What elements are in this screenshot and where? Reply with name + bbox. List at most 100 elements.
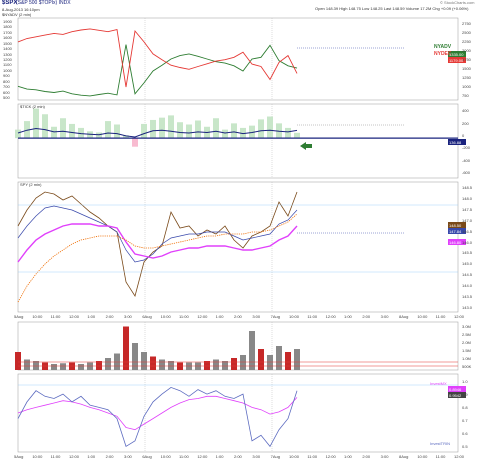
tick-bar [51,126,57,139]
volume-right-tick: 1.0M [462,356,471,361]
x-axis-label-bottom: 10:00 [32,454,43,459]
legend-nyadv: NYADV [434,44,452,50]
x-axis-label-bottom: 11:00 [179,454,189,459]
volume-bar [51,364,57,370]
breadth-left-tick: 1400 [3,46,12,52]
price-last-value-2-box [448,228,466,234]
x-axis-label-bottom: 10:00 [417,454,428,459]
x-axis-label-bottom: 2:00 [362,454,371,459]
price-right-tick: 148.5 [462,185,473,191]
panel-frame-price [17,181,459,313]
x-axis-label-bottom: 3:00 [124,454,132,459]
breadth-left-tick: 700 [3,84,10,90]
x-axis-label: 3:00 [380,314,389,319]
panel-frame-tick [17,103,459,179]
breadth-left-tick: 900 [3,73,10,79]
price-right-tick: 146.5 [462,228,473,234]
tick-right-tick: 400 [462,108,469,114]
x-axis-label: 5Aug [14,314,24,319]
indicator-right-tick: 1.0 [462,378,468,384]
price-right-tick: 145.0 [462,261,473,267]
tick-bar [249,125,255,139]
series-line-nyadv [17,44,298,97]
volume-bar [15,352,21,370]
x-axis-label: 6Aug [142,314,152,319]
volume-bar [132,343,138,370]
volume-bar [249,331,255,370]
breadth-right-tick: 2750 [462,20,471,26]
volume-right-tick: 2.0M [462,340,471,345]
breadth-last-value-adv-box [448,51,466,57]
x-axis-label: 8Aug [399,314,409,319]
tick-bar [213,118,219,139]
indicator-series-investtrin [17,386,298,448]
volume-right-tick: 2.5M [462,332,471,337]
volume-bar [141,352,147,370]
tick-right-tick: 200 [462,120,469,126]
breadth-left-tick: 1800 [3,24,12,30]
x-axis-label: 12:00 [325,314,336,319]
indicator-last-value-1-box [448,386,466,392]
price-panel-label: SPY (2 min) [20,182,42,187]
breadth-subtitle: $NYADV (2 min) [2,12,32,17]
x-axis-label: 3:00 [252,314,261,319]
volume-bar [231,358,237,370]
tick-right-tick: -600 [462,169,471,175]
volume-bar [213,359,219,370]
tick-bar [69,123,75,139]
tick-bar [222,129,228,139]
x-axis-label-bottom: 10:00 [289,454,300,459]
breadth-right-tick: 2500 [462,29,471,35]
volume-bar [222,361,228,370]
x-axis-label: 10:00 [32,314,43,319]
x-axis-label-bottom: 11:00 [50,454,61,459]
x-axis-label-bottom: 8Aug [399,454,409,459]
legend-investtrin: InvestTRIN [430,441,451,446]
tick-panel-label: $TICK (2 min) [20,104,45,109]
x-axis-label-bottom: 12:00 [197,454,208,459]
tick-bar [132,138,138,147]
breadth-left-tick: 800 [3,78,10,84]
volume-bar [240,355,246,370]
price-last-value-2: 147.84 [449,229,462,234]
x-axis-label-bottom: 11:00 [435,454,446,459]
x-axis-label-bottom: 1:00 [344,454,352,459]
breadth-left-tick: 1600 [3,35,12,41]
x-axis-label: 2:00 [105,314,114,319]
tick-last-value: 136.88 [449,140,462,145]
volume-bar [168,361,174,370]
breadth-left-tick: 1200 [3,57,12,62]
tick-right-tick: -200 [462,145,471,151]
series-line-nydec [17,28,298,88]
breadth-last-value-dec-box [448,57,466,63]
volume-bar [105,358,111,370]
x-axis-label: 11:00 [50,314,61,319]
volume-right-tick: 1.5M [462,348,471,353]
tick-bar [33,108,39,139]
legend-investmx: InvestMX [430,381,447,386]
price-last-value-1-box [448,222,466,228]
volume-bar [33,361,39,370]
x-axis-label-bottom: 3:00 [252,454,261,459]
volume-bar [96,361,102,370]
tick-bar [276,123,282,139]
volume-bar [267,355,273,370]
chart-header: $SPX (S&P 500 $TOPIx) INDX 8-Aug-2013 16… [0,0,480,22]
tick-bar [96,132,102,139]
volume-bar [24,359,30,370]
tick-bar [285,127,291,139]
volume-bar [159,359,165,370]
x-axis-label-bottom: 3:00 [380,454,389,459]
tick-bar [141,123,147,139]
breadth-left-tick: 500 [3,95,10,101]
tick-bar [60,118,66,139]
breadth-right-tick: 1250 [462,75,471,81]
x-axis-label: 11:00 [307,314,318,319]
x-axis-label: 12:00 [454,314,465,319]
indicator-series-investmx [17,395,298,431]
tick-bar [114,124,120,139]
breadth-right-tick: 2000 [462,47,471,53]
tick-bar [42,114,48,139]
x-axis-label-bottom: 1:00 [215,454,224,459]
